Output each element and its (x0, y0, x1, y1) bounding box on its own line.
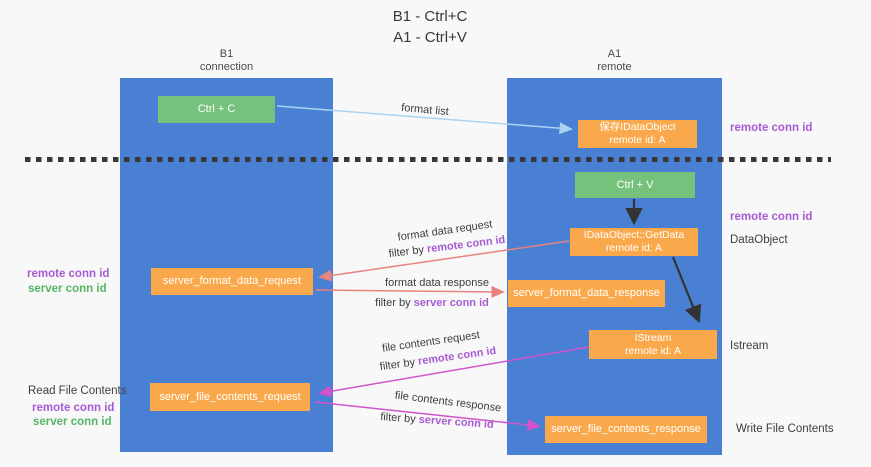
label-dataobject: DataObject (730, 234, 788, 246)
lane-b1-subtitle: connection (199, 61, 254, 73)
label-server-conn-id: server conn id (418, 413, 495, 431)
node-ctrl-v-label: Ctrl + V (616, 178, 654, 191)
label-server-conn-id: server conn id (413, 297, 489, 309)
label-left-server-conn-id-top: server conn id (28, 283, 107, 295)
label-filter-by-prefix: filter by (379, 411, 420, 426)
label-left-remote-conn-id-bottom: remote conn id (32, 402, 115, 414)
node-server-file-contents-response-label: server_file_contents_response (551, 423, 701, 435)
node-idataobject-getdata: IDataObject::GetData remote id: A (570, 228, 698, 256)
label-format-list: format list (400, 101, 450, 119)
label-filter-server-bottom: filter by server conn id (380, 411, 494, 431)
node-save-idataobject-line1: 保存IDataObject (599, 121, 676, 133)
label-write-file-contents: Write File Contents (736, 423, 834, 435)
label-filter-by-prefix: filter by (379, 355, 419, 374)
label-right-remote-conn-id-mid: remote conn id (730, 211, 813, 223)
label-filter-by-prefix: filter by (375, 297, 414, 309)
label-right-remote-conn-id-top: remote conn id (730, 122, 813, 134)
node-ctrl-c-label: Ctrl + C (197, 103, 236, 115)
arrow-format-data-response (315, 285, 505, 298)
lane-header-a1: A1 remote (507, 48, 722, 74)
node-server-file-contents-request: server_file_contents_request (150, 383, 310, 411)
lane-header-b1: B1 connection (120, 48, 333, 74)
node-server-file-contents-request-label: server_file_contents_request (159, 390, 301, 403)
diagram-title: B1 - Ctrl+C A1 - Ctrl+V (330, 6, 530, 48)
node-server-format-data-response-label: server_format_data_response (513, 287, 660, 299)
label-filter-server-top: filter by server conn id (375, 297, 489, 309)
dashed-separator (25, 157, 831, 162)
node-save-idataobject-line2: remote id: A (609, 134, 666, 146)
label-filter-by-prefix: filter by (388, 243, 428, 261)
node-idataobject-getdata-line1: IDataObject::GetData (583, 229, 685, 241)
lane-a1-name: A1 (607, 48, 622, 60)
node-istream-line2: remote id: A (624, 344, 682, 357)
label-format-data-response: format data response (385, 277, 489, 289)
label-left-server-conn-id-bottom: server conn id (33, 416, 112, 428)
title-line-2: A1 - Ctrl+V (393, 29, 467, 46)
node-istream-line1: IStream (634, 331, 672, 344)
node-save-idataobject: 保存IDataObject remote id: A (578, 120, 697, 148)
node-server-format-data-request-label: server_format_data_request (162, 275, 302, 287)
node-ctrl-v: Ctrl + V (575, 172, 695, 198)
label-read-file-contents: Read File Contents (28, 385, 127, 397)
title-line-1: B1 - Ctrl+C (392, 8, 468, 25)
node-idataobject-getdata-line2: remote id: A (605, 242, 663, 254)
label-left-remote-conn-id-top: remote conn id (27, 268, 110, 280)
node-ctrl-c: Ctrl + C (158, 96, 275, 123)
label-istream: Istream (730, 340, 769, 352)
lane-a1-subtitle: remote (597, 61, 632, 73)
node-istream: IStream remote id: A (589, 330, 717, 359)
node-server-file-contents-response: server_file_contents_response (545, 416, 707, 443)
node-server-format-data-response: server_format_data_response (508, 280, 665, 307)
label-file-contents-response: file contents response (394, 389, 502, 415)
node-server-format-data-request: server_format_data_request (151, 268, 313, 295)
lane-b1-name: B1 (219, 48, 234, 60)
